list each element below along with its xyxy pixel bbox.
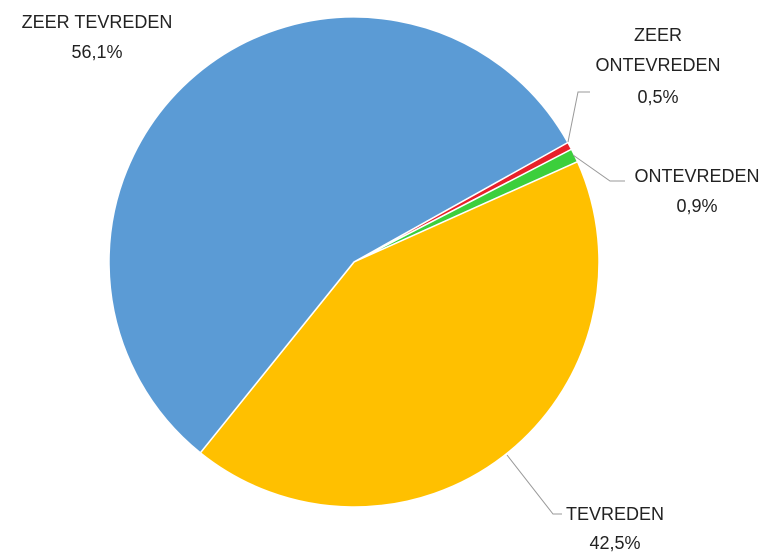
slice-label: ZEER TEVREDEN: [21, 12, 173, 32]
leader-line: [506, 454, 562, 515]
pie-slice: [108, 16, 569, 454]
leader-line: [572, 154, 625, 182]
slice-label: TEVREDEN: [565, 504, 665, 524]
slice-value-label: 0,9%: [676, 196, 718, 216]
slice-value-label: 42,5%: [589, 533, 641, 553]
slice-label: ONTEVREDEN: [634, 166, 760, 186]
slice-value-label: 0,5%: [637, 87, 679, 107]
slice-value-label: 56,1%: [71, 42, 123, 62]
leader-line: [567, 91, 590, 143]
pie-slice: [199, 160, 600, 508]
slice-label: ZEER ONTEVREDEN: [595, 25, 721, 75]
